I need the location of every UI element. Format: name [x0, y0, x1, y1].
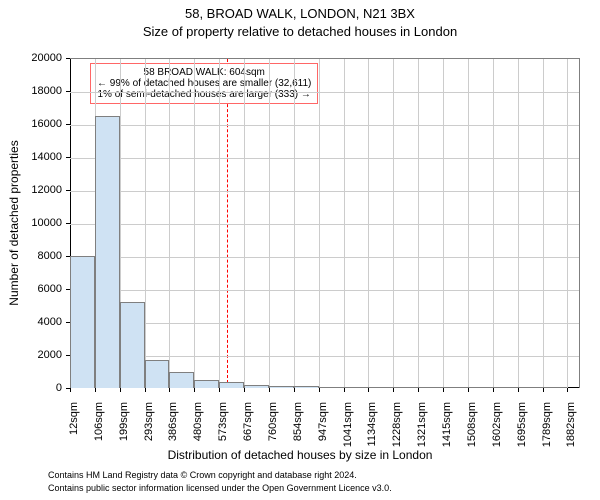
x-tick-label: 1228sqm — [391, 402, 403, 447]
grid-line-horizontal — [70, 158, 579, 159]
grid-line-horizontal — [70, 125, 579, 126]
attribution-line1: Contains HM Land Registry data © Crown c… — [48, 470, 357, 480]
grid-line-vertical — [518, 59, 519, 388]
grid-line-vertical — [244, 59, 245, 388]
histogram-bar — [219, 382, 244, 388]
y-tick-label: 8000 — [0, 250, 62, 262]
grid-line-vertical — [393, 59, 394, 388]
grid-line-vertical — [418, 59, 419, 388]
annotation-line2: ← 99% of detached houses are smaller (32… — [97, 78, 311, 89]
grid-line-horizontal — [70, 224, 579, 225]
grid-line-vertical — [368, 59, 369, 388]
x-tick-label: 947sqm — [317, 402, 329, 441]
x-tick-label: 760sqm — [267, 402, 279, 441]
grid-line-vertical — [344, 59, 345, 388]
histogram-bar — [169, 372, 194, 389]
x-axis-title: Distribution of detached houses by size … — [0, 448, 600, 462]
annotation-line3: 1% of semi-detached houses are larger (3… — [97, 89, 311, 100]
grid-line-vertical — [443, 59, 444, 388]
x-tick-label: 12sqm — [68, 402, 80, 435]
histogram-bar — [269, 386, 294, 388]
x-tick-label: 199sqm — [118, 402, 130, 441]
histogram-bar — [393, 387, 418, 388]
attribution-line2: Contains public sector information licen… — [48, 483, 392, 493]
histogram-bar — [443, 387, 468, 388]
y-tick-label: 16000 — [0, 118, 62, 130]
histogram-bar — [294, 386, 319, 388]
annotation-box: 58 BROAD WALK: 604sqm ← 99% of detached … — [90, 63, 318, 104]
annotation-line1: 58 BROAD WALK: 604sqm — [97, 67, 311, 78]
grid-line-vertical — [169, 59, 170, 388]
x-tick-label: 1134sqm — [366, 402, 378, 446]
histogram-bar — [543, 387, 568, 388]
x-tick-label: 106sqm — [93, 402, 105, 441]
grid-line-vertical — [294, 59, 295, 388]
histogram-bar — [244, 385, 269, 388]
grid-line-vertical — [468, 59, 469, 388]
histogram-bar — [194, 380, 219, 388]
x-tick-label: 1508sqm — [466, 402, 478, 447]
x-tick-label: 1695sqm — [516, 402, 528, 447]
grid-line-horizontal — [70, 191, 579, 192]
x-tick-label: 1882sqm — [565, 402, 577, 447]
y-tick-label: 20000 — [0, 52, 62, 64]
grid-line-horizontal — [70, 323, 579, 324]
x-tick-label: 1415sqm — [441, 402, 453, 447]
x-tick-label: 1602sqm — [491, 402, 503, 447]
grid-line-vertical — [145, 59, 146, 388]
grid-line-vertical — [319, 59, 320, 388]
chart-container: 58, BROAD WALK, LONDON, N21 3BX Size of … — [0, 0, 600, 500]
y-tick-label: 0 — [0, 382, 62, 394]
grid-line-vertical — [219, 59, 220, 388]
grid-line-horizontal — [70, 92, 579, 93]
x-tick-label: 480sqm — [192, 402, 204, 441]
grid-line-vertical — [269, 59, 270, 388]
y-tick-label: 2000 — [0, 349, 62, 361]
x-tick-label: 386sqm — [167, 402, 179, 441]
x-tick-label: 854sqm — [292, 402, 304, 441]
x-tick-label: 667sqm — [242, 402, 254, 441]
histogram-bar — [95, 116, 120, 388]
histogram-bar — [319, 387, 344, 388]
x-tick-label: 1321sqm — [416, 402, 428, 447]
histogram-bar — [468, 387, 493, 388]
grid-line-horizontal — [70, 257, 579, 258]
histogram-bar — [344, 387, 369, 388]
histogram-bar — [418, 387, 443, 388]
histogram-bar — [145, 360, 170, 388]
histogram-bar — [120, 302, 145, 388]
x-tick-label: 293sqm — [143, 402, 155, 441]
y-tick-label: 6000 — [0, 283, 62, 295]
histogram-bar — [493, 387, 518, 388]
y-tick-label: 12000 — [0, 184, 62, 196]
histogram-bar — [518, 387, 543, 388]
x-tick-label: 1789sqm — [541, 402, 553, 447]
grid-line-horizontal — [70, 356, 579, 357]
y-tick-label: 4000 — [0, 316, 62, 328]
grid-line-horizontal — [70, 290, 579, 291]
plot-area: 58 BROAD WALK: 604sqm ← 99% of detached … — [70, 58, 580, 388]
y-tick-label: 18000 — [0, 85, 62, 97]
chart-title-line1: 58, BROAD WALK, LONDON, N21 3BX — [0, 6, 600, 21]
grid-line-vertical — [567, 59, 568, 388]
grid-line-vertical — [194, 59, 195, 388]
x-tick-label: 573sqm — [217, 402, 229, 441]
grid-line-vertical — [543, 59, 544, 388]
histogram-bar — [368, 387, 393, 388]
chart-title-line2: Size of property relative to detached ho… — [0, 24, 600, 39]
x-tick-label: 1041sqm — [342, 402, 354, 447]
grid-line-vertical — [493, 59, 494, 388]
histogram-bar — [70, 256, 95, 388]
y-tick-label: 10000 — [0, 217, 62, 229]
y-tick-label: 14000 — [0, 151, 62, 163]
